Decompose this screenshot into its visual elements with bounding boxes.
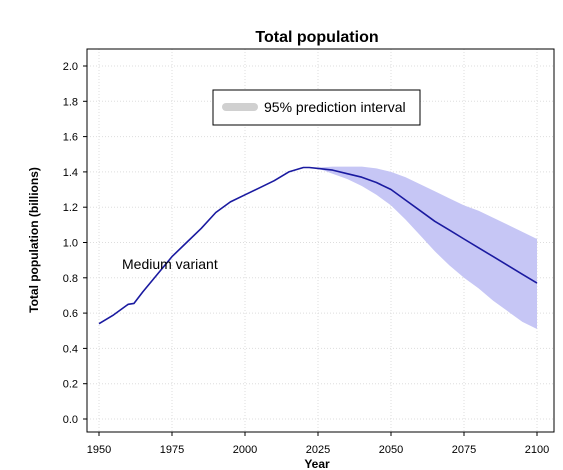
- y-tick-label: 0.4: [63, 343, 78, 355]
- series-line-medium-variant: [98, 166, 538, 325]
- series-lines: [98, 166, 538, 325]
- x-tick-label: 1975: [160, 444, 184, 456]
- y-tick-label: 1.4: [63, 167, 78, 179]
- plot-frame: [86, 48, 555, 433]
- axis-ticks: 1950 1975 2000 2025 2050 2075 2100 0.0 0.2 0.4 0.6…: [63, 61, 550, 456]
- y-tick-label: 0.0: [63, 414, 78, 426]
- y-tick-label: 0.8: [63, 273, 78, 285]
- y-tick-label: 1.6: [63, 132, 78, 144]
- legend-label: 95% prediction interval: [264, 99, 406, 115]
- y-tick-label: 1.2: [63, 202, 78, 214]
- medium-variant-annotation: Medium variant: [122, 256, 218, 272]
- x-tick-label: 2000: [233, 444, 257, 456]
- y-tick-label: 0.6: [63, 308, 78, 320]
- x-tick-label: 2025: [306, 444, 330, 456]
- y-tick-label: 1.8: [63, 96, 78, 108]
- x-axis-label: Year: [304, 457, 330, 470]
- prediction-interval-area: [309, 166, 537, 329]
- x-tick-label: 2075: [452, 444, 476, 456]
- y-tick-label: 0.2: [63, 379, 78, 391]
- chart-title: Total population: [255, 29, 378, 46]
- x-tick-label: 2100: [525, 444, 549, 456]
- y-axis-label: Total population (billions): [27, 167, 41, 313]
- y-tick-label: 2.0: [63, 61, 78, 73]
- legend: 95% prediction interval: [212, 89, 421, 126]
- x-tick-label: 1950: [87, 444, 111, 456]
- x-tick-label: 2050: [379, 444, 403, 456]
- y-tick-label: 1.0: [63, 238, 78, 250]
- prediction-interval-band: [309, 166, 537, 329]
